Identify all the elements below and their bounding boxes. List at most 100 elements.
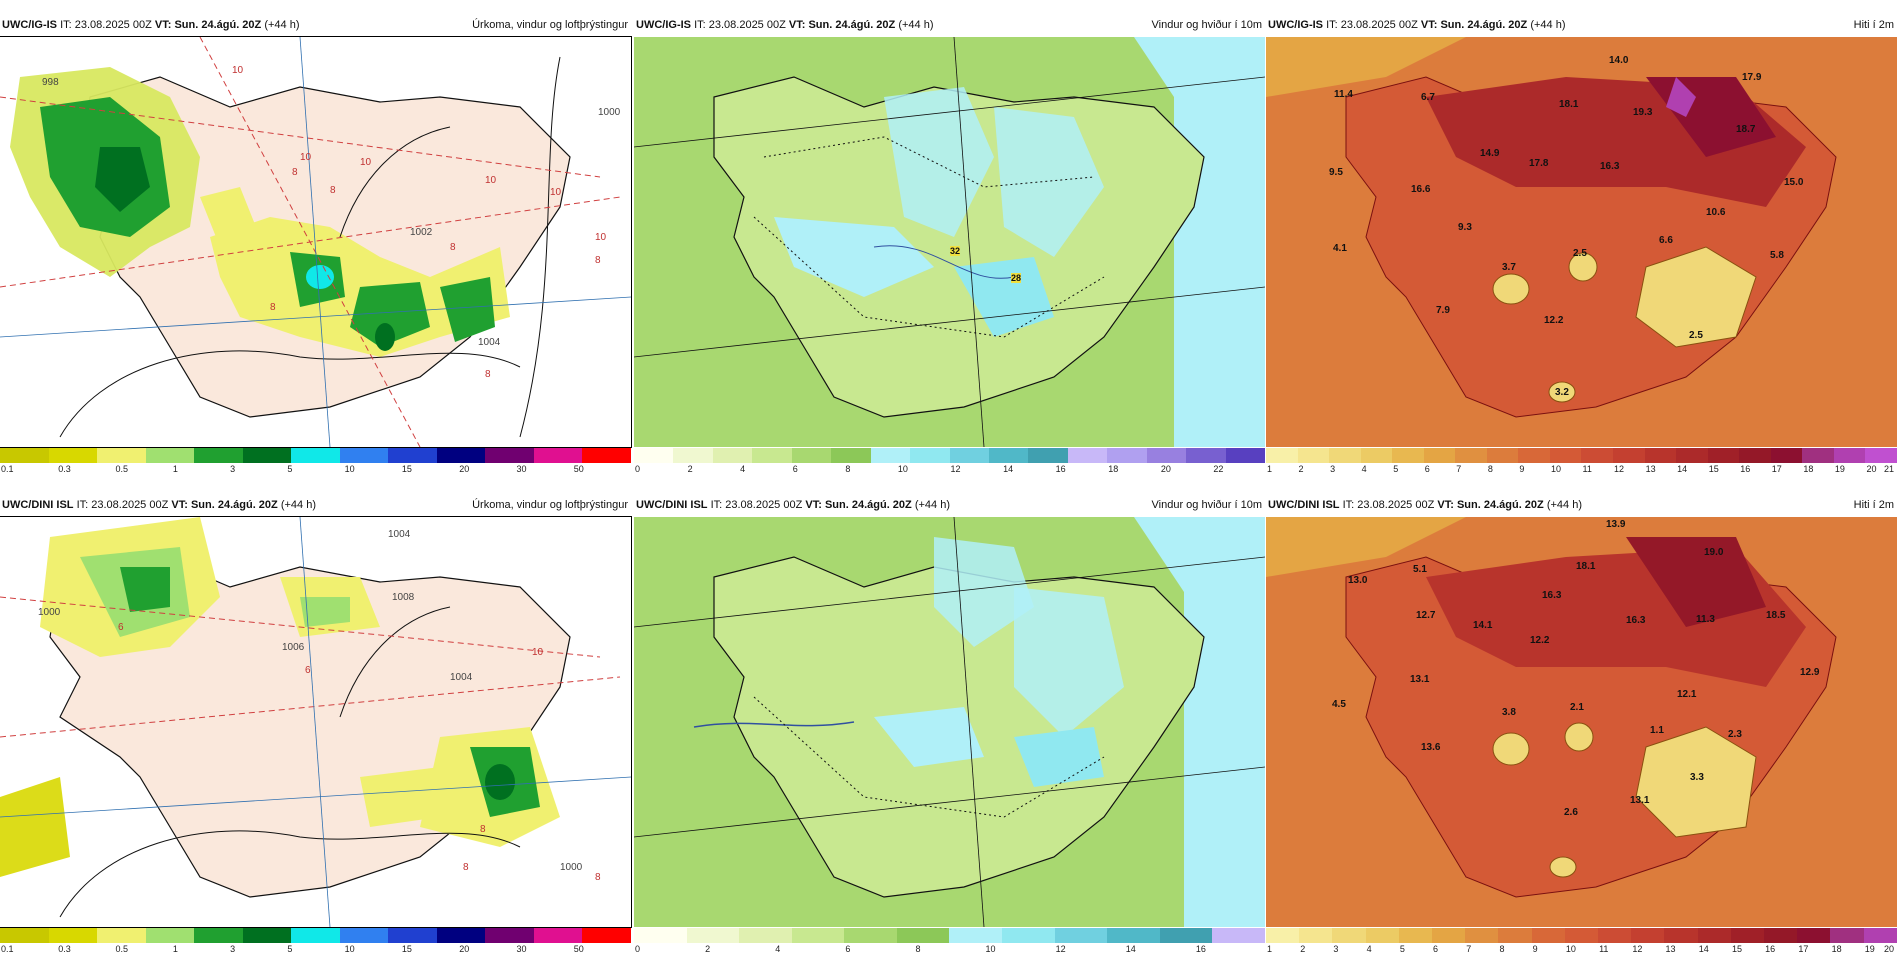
colorbar-swatch: [870, 448, 911, 463]
colorbar-tick-label: 5: [1399, 944, 1405, 954]
colorbar-swatch: [1212, 928, 1265, 943]
colorbar-tick-label: 4: [1366, 944, 1372, 954]
colorbar-swatch: [1613, 448, 1645, 463]
colorbar-swatch: [844, 928, 897, 943]
colorbar: [0, 928, 631, 943]
vt-label: VT:: [1420, 19, 1438, 31]
colorbar-swatch: [582, 928, 631, 943]
colorbar-swatch: [145, 448, 195, 463]
colorbar-tick-label: 18: [1108, 464, 1119, 474]
colorbar-tick-label: 16: [1740, 464, 1751, 474]
colorbar-tick-label: 0.1: [1, 944, 14, 954]
temp-label: 13.0: [1348, 575, 1368, 586]
temp-label: 13.9: [1606, 519, 1626, 530]
colorbar-ticks: 1 2 3 4 5 6 7 8 9 10 11 12 13 14 15 16 17 18 19 20 21: [1266, 464, 1897, 476]
map-area: 14.0 11.4 6.7 18.1 19.3 17.9 9.5 14.9 17…: [1266, 37, 1897, 447]
panel-header: UWC/IG-IS IT: 23.08.2025 00Z VT: Sun. 24…: [0, 15, 631, 35]
isotherm-label: 8: [595, 255, 601, 266]
colorbar: [634, 448, 1265, 463]
colorbar-swatch: [1398, 928, 1433, 943]
it-label: IT:: [694, 19, 706, 31]
colorbar-swatch: [896, 928, 950, 943]
colorbar-tick-label: 14: [1677, 464, 1688, 474]
temp-label: 19.3: [1633, 107, 1653, 118]
colorbar-tick-label: 8: [915, 944, 921, 954]
lead-time: (+44 h): [898, 19, 934, 31]
temp-label: 10.6: [1706, 207, 1726, 218]
colorbar-swatch: [1455, 448, 1487, 463]
colorbar-swatch: [634, 448, 674, 463]
colorbar-swatch: [1054, 928, 1108, 943]
isotherm-label: 10: [485, 175, 497, 186]
temp-label: 4.1: [1333, 243, 1347, 254]
temp-label: 16.3: [1626, 615, 1646, 626]
isotherm-label: 8: [595, 872, 601, 883]
field-title: Vindur og hviður í 10m: [1151, 499, 1262, 511]
colorbar-tick-label: 30: [516, 944, 527, 954]
init-time: 23.08.2025 00Z: [725, 499, 803, 511]
colorbar-ticks: 0.1 0.3 0.5 1 3 5 10 15 20 30 50: [0, 944, 631, 956]
temp-label: 3.7: [1502, 262, 1516, 273]
init-time: 23.08.2025 00Z: [74, 19, 152, 31]
isobar-label: 998: [42, 77, 59, 88]
colorbar-swatch: [485, 448, 534, 463]
colorbar-swatch: [1332, 928, 1366, 943]
colorbar-swatch: [686, 928, 740, 943]
colorbar-tick-label: 2: [1300, 944, 1306, 954]
init-time: 23.08.2025 00Z: [91, 499, 169, 511]
colorbar-tick-label: 14: [1698, 944, 1709, 954]
temp-label: 2.5: [1573, 248, 1587, 259]
colorbar-tick-label: 6: [845, 944, 851, 954]
colorbar-swatch: [194, 448, 243, 463]
colorbar-swatch: [485, 928, 534, 943]
vt-label: VT:: [171, 499, 188, 511]
colorbar-tick-label: 8: [1499, 944, 1505, 954]
colorbar-swatch: [949, 448, 989, 463]
temp-label: 9.3: [1458, 222, 1472, 233]
colorbar-swatch: [739, 928, 792, 943]
colorbar: [1266, 928, 1897, 943]
map-area: [634, 517, 1265, 927]
colorbar-tick-label: 19: [1864, 944, 1875, 954]
panel-header: UWC/IG-IS IT: 23.08.2025 00Z VT: Sun. 24…: [634, 15, 1265, 35]
colorbar-tick-label: 21: [1884, 464, 1895, 474]
model-name: UWC/DINI ISL: [2, 499, 74, 511]
colorbar-tick-label: 0: [635, 944, 641, 954]
temp-label: 17.9: [1742, 72, 1762, 83]
temp-label: 13.1: [1410, 674, 1430, 685]
colorbar-tick-label: 19: [1834, 464, 1845, 474]
colorbar-swatch: [1697, 928, 1731, 943]
temp-label: 14.9: [1480, 148, 1500, 159]
lead-time: (+44 h): [264, 19, 300, 31]
colorbar-swatch: [1830, 928, 1864, 943]
init-time: 23.08.2025 00Z: [1340, 19, 1418, 31]
colorbar-swatch: [0, 928, 49, 943]
colorbar-tick-label: 1: [172, 464, 178, 474]
field-title: Úrkoma, vindur og loftþrýstingur: [472, 499, 628, 511]
colorbar-swatch: [1644, 448, 1677, 463]
colorbar-tick-label: 1: [1267, 944, 1273, 954]
colorbar-tick-label: 0: [635, 464, 641, 474]
colorbar-swatch: [910, 448, 950, 463]
temp-label: 12.2: [1544, 315, 1564, 326]
colorbar-tick-label: 9: [1532, 944, 1538, 954]
colorbar-tick-label: 0.3: [58, 464, 71, 474]
temp-label: 18.5: [1766, 610, 1786, 621]
colorbar-swatch: [582, 448, 631, 463]
colorbar-tick-label: 14: [1003, 464, 1014, 474]
colorbar-tick-label: 6: [1424, 464, 1430, 474]
isotherm-label: 6: [118, 622, 124, 633]
colorbar-ticks: 0.1 0.3 0.5 1 3 5 10 15 20 30 50: [0, 464, 631, 476]
it-label: IT:: [710, 499, 723, 511]
vt-label: VT:: [805, 499, 822, 511]
temp-label: 13.1: [1630, 795, 1650, 806]
it-label: IT:: [1342, 499, 1355, 511]
colorbar-swatch: [1297, 448, 1330, 463]
colorbar-swatch: [791, 928, 845, 943]
temp-label: 9.5: [1329, 167, 1343, 178]
colorbar-tick-label: 14: [1125, 944, 1136, 954]
colorbar-tick-label: 10: [985, 944, 996, 954]
colorbar-swatch: [1730, 928, 1765, 943]
it-label: IT:: [76, 499, 89, 511]
valid-time: Sun. 24.ágú. 20Z: [808, 19, 896, 31]
